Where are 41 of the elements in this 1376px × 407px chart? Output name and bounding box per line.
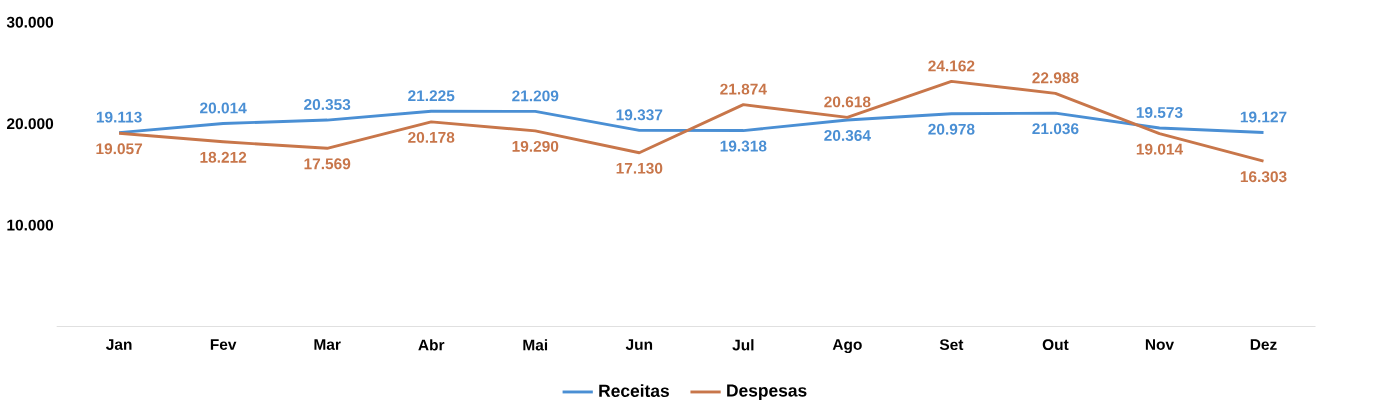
data-label: 19.290 [512,140,559,152]
y-tick-label: 10.000 [7,219,54,231]
x-tick-label: Jun [625,338,653,350]
data-label: 22.988 [1032,72,1079,84]
x-tick-label: Abr [418,338,445,351]
data-label: 16.303 [1240,170,1287,182]
x-tick-label: Set [939,338,964,350]
data-label: 20.178 [408,131,455,143]
x-tick-label: Fev [210,338,237,350]
data-label: 21.874 [720,83,767,95]
x-tick-label: Mai [523,338,548,351]
data-label: 20.978 [928,123,975,135]
data-label: 20.353 [304,98,351,110]
x-tick-label: Jul [732,338,754,351]
legend-label: Despesas [727,384,807,400]
data-label: 20.364 [824,129,871,141]
data-label: 19.318 [720,140,767,152]
legend-label: Receitas [599,383,669,397]
y-tick-label: 30.000 [6,16,54,28]
x-tick-label: Ago [832,338,862,353]
data-label: 19.337 [616,109,663,121]
data-label: 19.057 [96,143,143,154]
x-tick-label: Jan [106,338,132,350]
data-label: 21.036 [1032,122,1079,134]
y-tick-label: 20.000 [6,117,54,129]
data-label: 17.130 [616,162,663,174]
data-label: 21.209 [512,90,559,102]
data-label: 20.014 [200,102,247,114]
data-label: 24.162 [928,60,975,72]
data-label: 19.573 [1136,106,1183,118]
x-tick-label: Mar [314,338,341,350]
data-label: 19.113 [96,111,142,123]
data-label: 19.127 [1240,111,1287,123]
data-label: 21.225 [408,90,455,101]
data-label: 20.618 [824,96,871,108]
x-tick-label: Dez [1250,338,1277,350]
x-tick-label: Out [1042,338,1069,350]
data-label: 19.014 [1136,143,1184,155]
data-label: 17.569 [304,158,351,170]
x-tick-label: Nov [1145,338,1174,350]
data-label: 18.212 [200,151,247,163]
